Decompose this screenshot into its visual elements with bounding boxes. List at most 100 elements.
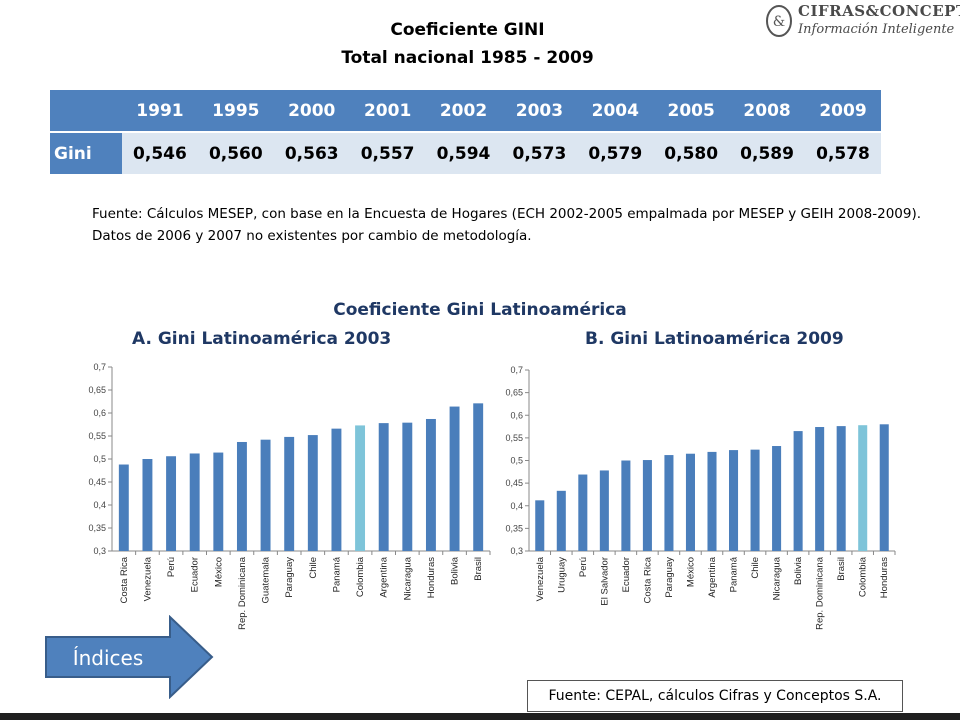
bar-chile xyxy=(307,435,318,551)
y-tick-label: 0,5 xyxy=(510,456,523,466)
x-tick-label: Colombia xyxy=(355,556,366,597)
y-tick-label: 0,6 xyxy=(93,408,106,418)
value-cell: 0,578 xyxy=(805,132,881,174)
x-tick-label: Chile xyxy=(750,557,761,579)
page-title: Coeficiente GINI xyxy=(390,20,545,40)
bar-uruguay xyxy=(556,490,566,551)
gini-table-value-row: Gini 0,546 0,560 0,563 0,557 0,594 0,573… xyxy=(50,132,881,174)
y-tick-label: 0,45 xyxy=(505,478,523,488)
x-tick-label: Bolivia xyxy=(793,556,804,585)
y-tick-label: 0,7 xyxy=(93,362,106,372)
value-cell: 0,563 xyxy=(273,132,350,174)
bar-brasil xyxy=(836,426,846,551)
year-cell: 2003 xyxy=(501,90,578,133)
x-tick-label: Paraguay xyxy=(284,557,295,598)
x-tick-label: Argentina xyxy=(707,556,718,597)
y-tick-label: 0,7 xyxy=(510,365,523,375)
table-corner-cell xyxy=(50,90,122,133)
year-cell: 1995 xyxy=(197,90,274,133)
bar-bolivia xyxy=(449,406,460,551)
x-tick-label: Ecuador xyxy=(621,557,632,592)
bar-ecuador xyxy=(189,453,200,551)
value-cell: 0,594 xyxy=(425,132,502,174)
x-tick-label: Colombia xyxy=(858,556,869,597)
section-title: Coeficiente Gini Latinoamérica xyxy=(333,300,627,320)
value-cell: 0,557 xyxy=(349,132,426,174)
indices-nav-label: Índices xyxy=(73,646,144,670)
bar-venezuela xyxy=(142,459,153,551)
x-tick-label: Perú xyxy=(578,557,589,577)
value-cell: 0,580 xyxy=(653,132,730,174)
bar-costa-rica xyxy=(642,460,652,551)
x-tick-label: Brasil xyxy=(473,557,484,581)
value-cell: 0,546 xyxy=(122,132,198,174)
bar-ecuador xyxy=(621,460,631,551)
logo-name: CIFRAS&CONCEPTOS xyxy=(798,2,960,20)
x-tick-label: Paraguay xyxy=(664,557,675,598)
x-tick-label: El Salvador xyxy=(599,557,610,606)
bar-nicaragua xyxy=(402,422,413,551)
y-tick-label: 0,4 xyxy=(510,501,523,511)
x-tick-label: Brasil xyxy=(836,557,847,581)
svg-text:&: & xyxy=(773,14,785,30)
x-tick-label: Perú xyxy=(166,557,177,577)
bar-argentina xyxy=(707,451,717,551)
bar-per- xyxy=(166,456,177,551)
value-cell: 0,589 xyxy=(729,132,806,174)
x-tick-label: Honduras xyxy=(426,557,437,598)
y-tick-label: 0,35 xyxy=(88,523,106,533)
logo-tagline: Información Inteligente xyxy=(798,22,955,37)
bar-m-xico xyxy=(213,452,224,551)
logo-ampersand-icon: & xyxy=(766,5,792,37)
y-tick-label: 0,65 xyxy=(88,385,106,395)
bar-el-salvador xyxy=(599,470,609,551)
x-tick-label: Argentina xyxy=(379,556,390,597)
y-tick-label: 0,4 xyxy=(93,500,106,510)
value-cell: 0,579 xyxy=(577,132,654,174)
bar-costa-rica xyxy=(118,464,129,551)
year-cell: 2002 xyxy=(425,90,502,133)
page-subtitle: Total nacional 1985 - 2009 xyxy=(341,48,594,68)
chart-a-title: A. Gini Latinoamérica 2003 xyxy=(132,329,392,349)
x-tick-label: Honduras xyxy=(879,557,890,598)
value-cell: 0,560 xyxy=(197,132,274,174)
gini-table: 1991 1995 2000 2001 2002 2003 2004 2005 … xyxy=(50,90,881,174)
bar-rep-dominicana xyxy=(236,441,247,551)
bar-bolivia xyxy=(793,431,803,551)
bar-colombia xyxy=(858,425,868,551)
y-tick-label: 0,65 xyxy=(505,388,523,398)
chart-b-container: 0,3 0,35 0,4 0,45 0,5 0,55 0,6 0,65 0,7 Venezuela… xyxy=(497,355,901,660)
bar-rep-dominicana xyxy=(815,427,825,551)
x-tick-label: Nicaragua xyxy=(772,556,783,600)
chart-a-container: 0,3 0,35 0,4 0,45 0,5 0,55 0,6 0,65 0,7 Costa Ric… xyxy=(68,355,496,660)
bar-venezuela xyxy=(535,500,545,551)
y-tick-label: 0,45 xyxy=(88,477,106,487)
x-tick-label: Rep. Dominicana xyxy=(815,556,826,630)
bar-panam- xyxy=(729,450,739,551)
chart-b-2009: 0,3 0,35 0,4 0,45 0,5 0,55 0,6 0,65 0,7 Venezuela… xyxy=(505,365,896,630)
value-cell: 0,573 xyxy=(501,132,578,174)
bar-nicaragua xyxy=(772,446,782,551)
bar-argentina xyxy=(378,423,389,551)
footer-bar xyxy=(0,713,960,720)
x-tick-label: Bolivia xyxy=(450,556,461,585)
x-tick-label: Costa Rica xyxy=(119,556,130,603)
company-logo: & CIFRAS&CONCEPTOS Información Inteligen… xyxy=(762,2,960,42)
bar-honduras xyxy=(425,418,436,551)
bar-paraguay xyxy=(284,436,295,551)
chart-a-2003: 0,3 0,35 0,4 0,45 0,5 0,55 0,6 0,65 0,7 Costa Ric… xyxy=(88,362,491,630)
year-cell: 2008 xyxy=(729,90,806,133)
x-tick-label: Guatemala xyxy=(261,556,272,603)
bar-brasil xyxy=(473,403,484,551)
year-cell: 2005 xyxy=(653,90,730,133)
year-cell: 2004 xyxy=(577,90,654,133)
bar-guatemala xyxy=(260,439,271,551)
x-tick-label: Venezuela xyxy=(142,556,153,601)
x-tick-label: Panamá xyxy=(729,556,740,592)
bar-chile xyxy=(750,449,760,551)
indices-nav-button[interactable]: Índices xyxy=(44,615,214,699)
x-tick-label: Venezuela xyxy=(535,556,546,601)
row-label: Gini xyxy=(50,132,122,174)
year-cell: 2000 xyxy=(273,90,350,133)
year-cell: 2001 xyxy=(349,90,426,133)
